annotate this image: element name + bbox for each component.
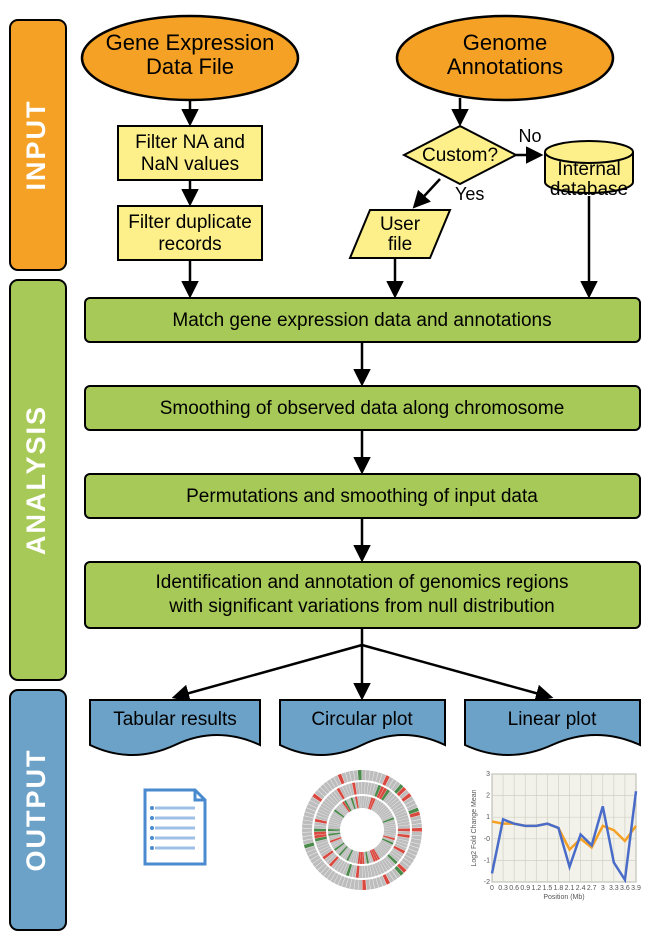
analysis-step-4: Identification and annotation of genomic… bbox=[85, 562, 640, 628]
svg-text:2.1: 2.1 bbox=[565, 885, 575, 892]
node-filter-na: Filter NA and NaN values bbox=[118, 126, 262, 180]
svg-text:Custom?: Custom? bbox=[422, 145, 498, 166]
svg-text:Identification and annotation: Identification and annotation of genomic… bbox=[156, 572, 569, 593]
svg-text:0.6: 0.6 bbox=[509, 885, 519, 892]
node-user-file: User file bbox=[350, 210, 450, 258]
phase-label-output: OUTPUT bbox=[21, 749, 51, 872]
svg-text:Position (Mb): Position (Mb) bbox=[543, 894, 584, 901]
svg-text:3.6: 3.6 bbox=[620, 885, 630, 892]
svg-text:0.3: 0.3 bbox=[498, 885, 508, 892]
svg-text:0: 0 bbox=[490, 885, 494, 892]
svg-text:Match gene expression data and: Match gene expression data and annotatio… bbox=[172, 310, 551, 331]
svg-text:3: 3 bbox=[486, 771, 490, 778]
node-filter-dup: Filter duplicate records bbox=[118, 206, 262, 260]
phase-label-input: INPUT bbox=[21, 100, 51, 191]
arrow bbox=[175, 645, 362, 697]
svg-text:Permutations and smoothing of: Permutations and smoothing of input data bbox=[186, 486, 538, 507]
svg-text:file: file bbox=[388, 234, 412, 255]
output-banner-tabular: Tabular results bbox=[90, 700, 260, 755]
svg-text:-1: -1 bbox=[484, 857, 490, 864]
svg-text:3.3: 3.3 bbox=[609, 885, 619, 892]
svg-text:Annotations: Annotations bbox=[447, 54, 563, 79]
analysis-step-3: Permutations and smoothing of input data bbox=[85, 474, 640, 518]
edge-label-no: No bbox=[518, 126, 541, 146]
svg-text:2.4: 2.4 bbox=[576, 885, 586, 892]
node-gene-expression: Gene Expression Data File bbox=[82, 16, 298, 100]
node-internal-db: Internal database bbox=[545, 141, 633, 200]
node-custom-decision: Custom? bbox=[404, 126, 516, 184]
node-genome-annotations: Genome Annotations bbox=[397, 16, 613, 100]
svg-text:Smoothing of observed data alo: Smoothing of observed data along chromos… bbox=[160, 398, 565, 419]
svg-text:3.9: 3.9 bbox=[631, 885, 641, 892]
linear-plot-icon: -2-1-012300.30.60.91.21.51.82.12.42.733.… bbox=[471, 771, 641, 901]
svg-text:Data File: Data File bbox=[146, 54, 234, 79]
phase-bar-analysis: ANALYSIS bbox=[10, 280, 66, 680]
edge-label-yes: Yes bbox=[455, 184, 484, 204]
phase-bar-output: OUTPUT bbox=[10, 690, 66, 930]
svg-text:Genome: Genome bbox=[463, 30, 547, 55]
svg-text:2.7: 2.7 bbox=[587, 885, 597, 892]
svg-text:Tabular results: Tabular results bbox=[113, 709, 237, 730]
document-icon bbox=[145, 790, 205, 864]
svg-text:-0: -0 bbox=[484, 836, 490, 843]
svg-text:User: User bbox=[380, 214, 421, 235]
svg-text:Circular plot: Circular plot bbox=[311, 709, 413, 730]
analysis-step-2: Smoothing of observed data along chromos… bbox=[85, 386, 640, 430]
svg-text:Gene Expression: Gene Expression bbox=[106, 30, 275, 55]
svg-text:0.9: 0.9 bbox=[520, 885, 530, 892]
svg-text:1.5: 1.5 bbox=[543, 885, 553, 892]
output-banner-circular: Circular plot bbox=[280, 700, 445, 755]
phase-bar-input: INPUT bbox=[10, 20, 66, 270]
circular-plot-icon bbox=[302, 770, 422, 890]
analysis-step-1: Match gene expression data and annotatio… bbox=[85, 298, 640, 342]
svg-text:Log2 Fold Change Mean: Log2 Fold Change Mean bbox=[471, 789, 478, 866]
svg-text:1.2: 1.2 bbox=[531, 885, 541, 892]
output-banner-linear: Linear plot bbox=[465, 700, 640, 755]
arrow bbox=[415, 179, 440, 206]
svg-text:Linear plot: Linear plot bbox=[508, 709, 597, 730]
arrow bbox=[362, 645, 550, 697]
svg-text:3: 3 bbox=[601, 885, 605, 892]
svg-text:2: 2 bbox=[486, 793, 490, 800]
phase-label-analysis: ANALYSIS bbox=[21, 405, 51, 555]
svg-text:with significant variations fr: with significant variations from null di… bbox=[168, 596, 554, 617]
svg-text:Internal: Internal bbox=[557, 159, 620, 180]
svg-text:1.8: 1.8 bbox=[554, 885, 564, 892]
svg-text:Filter duplicate: Filter duplicate bbox=[128, 212, 252, 233]
svg-text:NaN values: NaN values bbox=[141, 154, 239, 175]
svg-text:1: 1 bbox=[486, 814, 490, 821]
svg-text:Filter NA and: Filter NA and bbox=[135, 132, 245, 153]
svg-text:records: records bbox=[158, 234, 221, 255]
